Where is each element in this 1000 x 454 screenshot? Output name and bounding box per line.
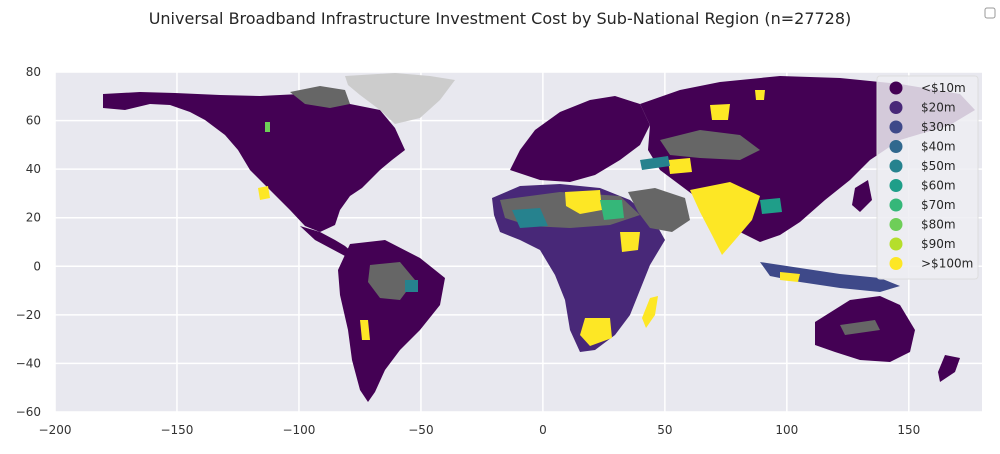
legend-label: $40m: [921, 140, 956, 154]
chart-title: Universal Broadband Infrastructure Inves…: [149, 9, 852, 28]
land-indonesia: [760, 262, 900, 292]
land-japan: [852, 180, 872, 212]
land-madagascar: [642, 296, 658, 328]
x-tick-label: −200: [39, 423, 72, 437]
region-china-mid: [760, 198, 782, 214]
y-tick-label: 0: [33, 259, 41, 273]
legend-swatch: [889, 237, 903, 251]
legend-swatch: [889, 218, 903, 231]
region-sahel-mid: [600, 200, 624, 220]
legend-swatch: [889, 179, 903, 192]
x-tick-label: −150: [160, 423, 193, 437]
legend-swatch: [889, 81, 903, 95]
y-tick-label: −20: [16, 308, 41, 322]
legend-label: $20m: [921, 101, 956, 115]
region-southern-africa-high: [580, 318, 612, 346]
legend-label: $70m: [921, 198, 956, 212]
axes: −200 −150 −100 −50 0 50 100 150 80 60 40 20 0 −20 −40 −…: [16, 65, 921, 437]
region-east-africa-high: [620, 232, 640, 252]
y-tick-label: 20: [26, 211, 41, 225]
legend-label: $80m: [921, 218, 956, 232]
land-south-america-gray: [368, 262, 415, 300]
legend-label: $60m: [921, 179, 956, 193]
region-turkey-mid: [640, 156, 670, 170]
y-tick-label: −60: [16, 405, 41, 419]
legend-swatch: [889, 198, 903, 212]
legend-swatch: [889, 159, 903, 173]
region-andes-high: [360, 320, 370, 340]
y-tick-label: 60: [26, 114, 41, 128]
x-tick-label: 100: [775, 423, 798, 437]
land-greenland: [345, 73, 455, 124]
region-russia-high: [710, 104, 730, 120]
y-tick-label: −40: [16, 356, 41, 370]
region-sahara-high: [565, 190, 602, 214]
land-europe: [510, 96, 650, 182]
legend-swatch: [889, 140, 903, 153]
x-tick-label: 50: [657, 423, 672, 437]
legend-label: $30m: [921, 120, 956, 134]
land-canada-islands: [290, 86, 350, 108]
legend-swatch: [889, 120, 903, 134]
x-tick-label: 150: [897, 423, 920, 437]
highlight-regions: [258, 90, 880, 346]
corner-checkbox[interactable]: [984, 7, 996, 19]
legend-swatch: [889, 101, 903, 114]
region-west-africa-mid: [512, 208, 548, 228]
region-central-asia-high: [668, 158, 692, 174]
land-south-america: [338, 240, 445, 402]
y-tick-label: 80: [26, 65, 41, 79]
region-indonesia-high: [780, 272, 800, 282]
x-tick-label: −100: [282, 423, 315, 437]
x-tick-label: 0: [539, 423, 547, 437]
x-tick-label: −50: [408, 423, 433, 437]
legend-swatch: [889, 257, 903, 270]
land-north-america: [103, 92, 405, 232]
region-mexico-high: [258, 186, 270, 200]
land-central-asia-gray: [660, 130, 760, 160]
legend-label: >$100m: [921, 257, 973, 271]
legend: <$10m $20m $30m $40m $50m $60m $70m $80m $90m >$1…: [876, 75, 979, 280]
land-arabia: [628, 188, 690, 232]
region-russia-high-2: [755, 90, 765, 100]
legend-label: <$10m: [921, 81, 966, 95]
land-india: [690, 182, 760, 255]
region-brazil-mid: [405, 280, 418, 292]
legend-label: $50m: [921, 159, 956, 173]
region-canada-mid: [265, 122, 270, 132]
y-tick-label: 40: [26, 162, 41, 176]
region-australia-gray: [840, 320, 880, 335]
land-central-america: [300, 226, 352, 256]
land-new-zealand: [938, 355, 960, 382]
legend-label: $90m: [921, 237, 956, 251]
